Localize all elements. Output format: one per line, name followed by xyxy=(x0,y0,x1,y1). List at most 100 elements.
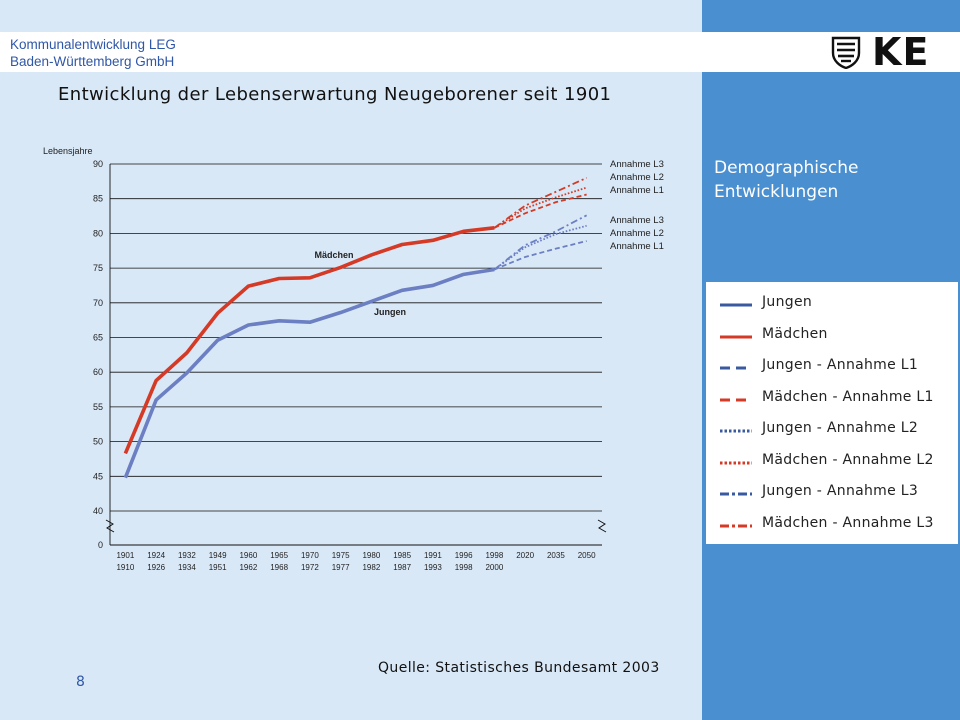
projection-line xyxy=(493,224,587,271)
x-tick-label: 2035 xyxy=(547,551,565,560)
y-tick-label: 70 xyxy=(93,298,103,308)
x-tick-label: 1901 xyxy=(116,551,134,560)
legend-swatch xyxy=(720,524,752,527)
axis-break-left xyxy=(105,519,115,533)
org-name-line1: Kommunalentwicklung LEG xyxy=(10,37,176,52)
projection-label-boys: Annahme L2 xyxy=(610,228,664,239)
legend: Jungen Mädchen Jungen - Annahme L1 Mädchen … xyxy=(706,282,958,544)
x-tick-label: 1951 xyxy=(209,563,227,572)
x-tick-label: 1993 xyxy=(424,563,442,572)
x-tick-label: 1970 xyxy=(301,551,319,560)
logo-box xyxy=(702,32,960,72)
legend-item: Mädchen - Annahme L3 xyxy=(706,513,958,535)
projection-label-boys: Annahme L1 xyxy=(610,241,664,252)
legend-item: Jungen - Annahme L3 xyxy=(706,481,958,503)
topic-heading: Demographische Entwicklungen xyxy=(714,156,858,204)
projection-line xyxy=(494,240,587,271)
legend-swatch xyxy=(720,461,752,464)
y-tick-label: 45 xyxy=(93,471,103,481)
x-tick-label: 1987 xyxy=(393,563,411,572)
page-number: 8 xyxy=(76,674,85,690)
projection-label-girls: Annahme L1 xyxy=(610,185,664,196)
x-tick-label: 1998 xyxy=(455,563,473,572)
series-line-maedchen xyxy=(123,226,495,455)
legend-swatch xyxy=(720,429,752,433)
projection-label-boys: Annahme L3 xyxy=(610,215,664,226)
x-tick-label: 1932 xyxy=(178,551,196,560)
org-bar xyxy=(0,32,702,72)
legend-item: Jungen xyxy=(706,292,958,314)
projection-line xyxy=(493,193,587,229)
legend-swatch xyxy=(720,492,752,496)
y-tick-label: 90 xyxy=(93,159,103,169)
legend-label: Jungen - Annahme L3 xyxy=(762,483,919,499)
topic-line1: Demographische xyxy=(714,158,859,178)
y-zero-label: 0 xyxy=(98,540,103,550)
series-line-jungen xyxy=(123,267,495,479)
legend-label: Jungen xyxy=(762,294,813,310)
legend-item: Mädchen - Annahme L2 xyxy=(706,450,958,472)
projection-label-girls: Annahme L3 xyxy=(610,159,664,170)
x-tick-label: 1985 xyxy=(393,551,411,560)
source-note: Quelle: Statistisches Bundesamt 2003 xyxy=(378,660,660,676)
x-tick-label: 2000 xyxy=(485,563,503,572)
y-tick-label: 80 xyxy=(93,228,103,238)
x-tick-label: 1962 xyxy=(239,563,257,572)
x-tick-label: 1934 xyxy=(178,563,196,572)
projection-line xyxy=(493,186,587,229)
x-tick-label: 1965 xyxy=(270,551,288,560)
y-tick-label: 85 xyxy=(93,194,103,204)
x-tick-label: 1949 xyxy=(209,551,227,560)
x-tick-label: 1926 xyxy=(147,563,165,572)
y-tick-label: 65 xyxy=(93,333,103,343)
legend-swatch xyxy=(720,366,752,370)
org-name-line2: Baden-Württemberg GmbH xyxy=(10,54,175,69)
x-tick-label: 1960 xyxy=(239,551,257,560)
topic-line2: Entwicklungen xyxy=(714,182,839,202)
x-tick-label: 1975 xyxy=(332,551,350,560)
x-tick-label: 1998 xyxy=(485,551,503,560)
y-tick-label: 40 xyxy=(93,506,103,516)
life-expectancy-chart: 90 85 80 75 70 65 60 55 50 45 40 0 Lebensjahre 1901 19… xyxy=(43,146,664,572)
girls-series-label: Mädchen xyxy=(314,250,353,260)
x-tick-label: 1977 xyxy=(332,563,350,572)
x-tick-label: 1924 xyxy=(147,551,165,560)
x-tick-label: 1980 xyxy=(362,551,380,560)
chart-title: Entwicklung der Lebenserwartung Neugebor… xyxy=(58,84,612,105)
legend-label: Jungen - Annahme L2 xyxy=(762,420,919,436)
legend-item: Jungen - Annahme L1 xyxy=(706,355,958,377)
projection-label-girls: Annahme L2 xyxy=(610,172,664,183)
legend-label: Mädchen - Annahme L1 xyxy=(762,388,934,405)
x-tick-label: 1910 xyxy=(116,563,134,572)
projection-line xyxy=(493,177,587,229)
legend-swatch xyxy=(720,303,752,307)
axis-break-right xyxy=(597,519,607,533)
x-tick-label: 1996 xyxy=(455,551,473,560)
legend-item: Mädchen xyxy=(706,324,958,346)
x-tick-label: 1991 xyxy=(424,551,442,560)
legend-label: Mädchen xyxy=(762,325,828,342)
y-tick-label: 60 xyxy=(93,367,103,377)
legend-label: Mädchen - Annahme L2 xyxy=(762,451,934,468)
x-tick-label: 1968 xyxy=(270,563,288,572)
y-tick-label: 75 xyxy=(93,263,103,273)
x-tick-label: 2020 xyxy=(516,551,534,560)
legend-item: Mädchen - Annahme L1 xyxy=(706,387,958,409)
legend-label: Jungen - Annahme L1 xyxy=(762,357,919,373)
y-axis-label: Lebensjahre xyxy=(43,146,93,156)
legend-swatch xyxy=(720,335,752,338)
org-name: Kommunalentwicklung LEG Baden-Württember… xyxy=(10,36,176,70)
boys-series-label: Jungen xyxy=(374,307,406,317)
legend-item: Jungen - Annahme L2 xyxy=(706,418,958,440)
y-tick-label: 50 xyxy=(93,437,103,447)
projection-line xyxy=(493,214,588,271)
legend-label: Mädchen - Annahme L3 xyxy=(762,514,934,531)
x-tick-label: 1972 xyxy=(301,563,319,572)
x-tick-label: 1982 xyxy=(362,563,380,572)
legend-swatch xyxy=(720,398,752,401)
coat-of-arms-icon xyxy=(831,36,861,69)
x-tick-label: 2050 xyxy=(578,551,596,560)
logo-text: KE xyxy=(872,30,930,74)
y-tick-label: 55 xyxy=(93,402,103,412)
